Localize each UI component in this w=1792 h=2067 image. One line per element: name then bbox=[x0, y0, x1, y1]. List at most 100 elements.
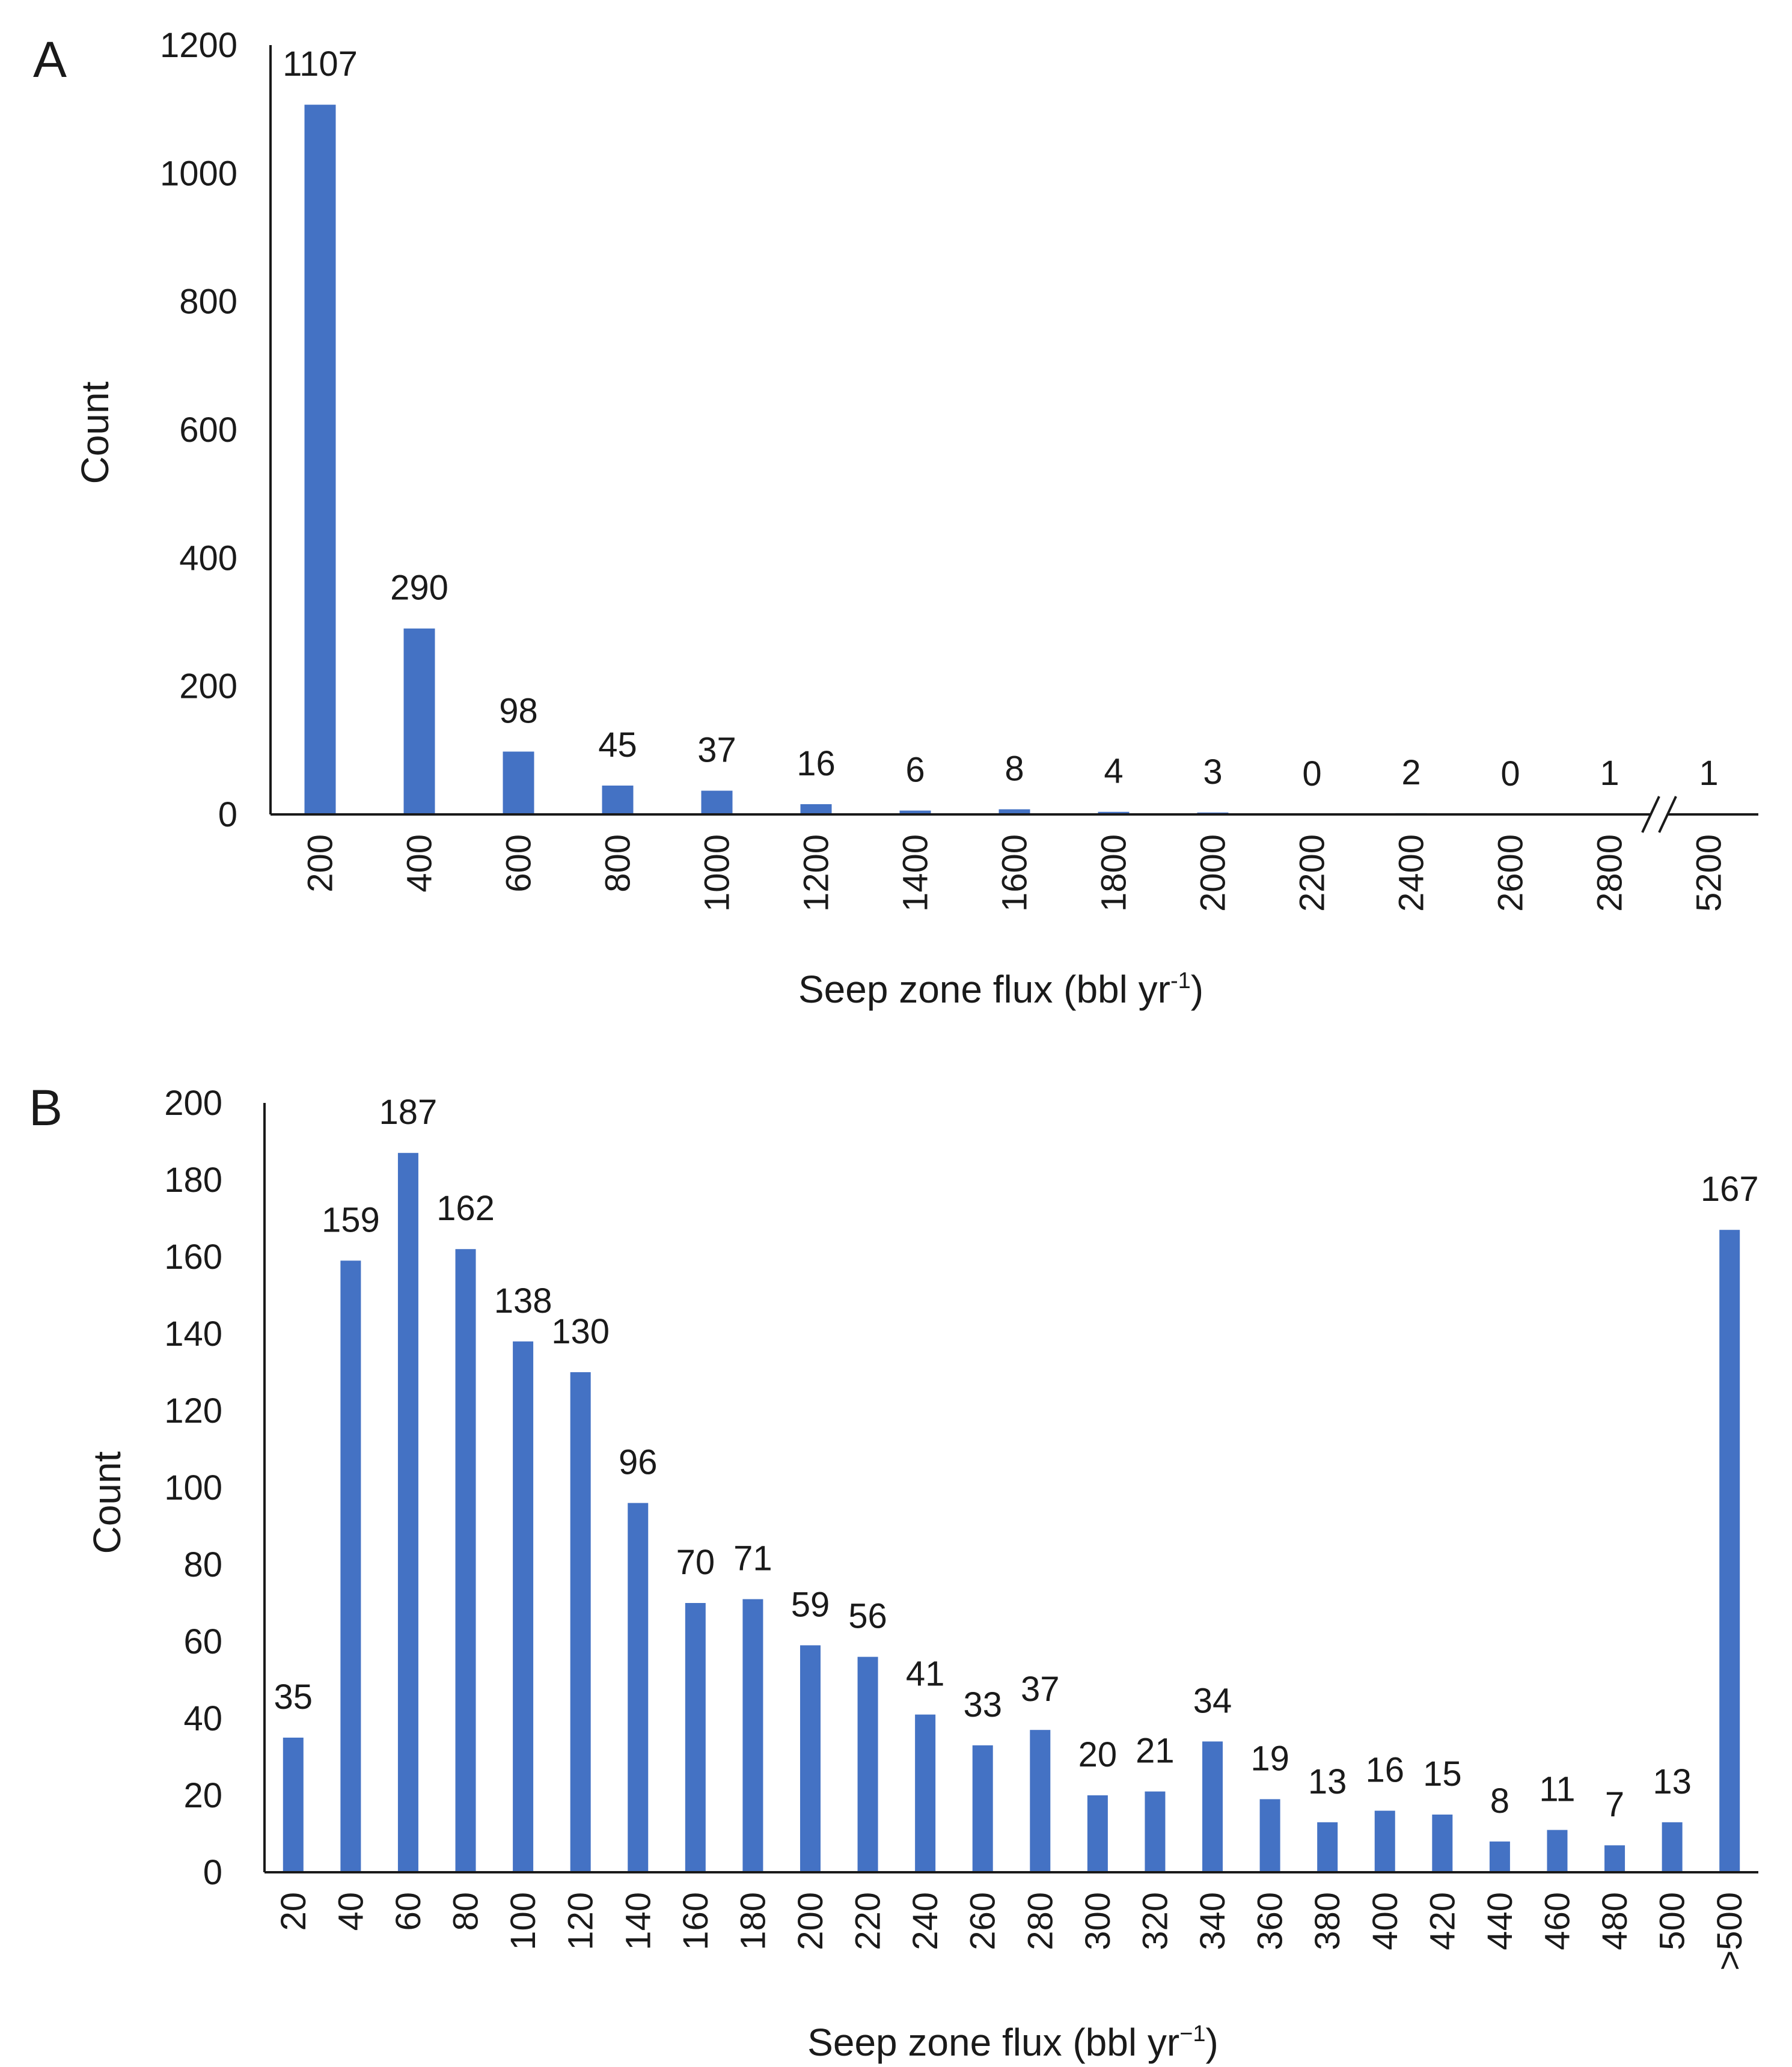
bar-b-140 bbox=[628, 1503, 649, 1872]
data-label-a: 8 bbox=[1005, 749, 1024, 788]
x-tick-label-b: 240 bbox=[906, 1892, 945, 1950]
x-tick-label-b: 220 bbox=[849, 1892, 888, 1950]
x-tick-label-b: 160 bbox=[676, 1892, 715, 1950]
bar-b-240 bbox=[915, 1714, 936, 1872]
data-label-b: 130 bbox=[551, 1312, 610, 1351]
data-label-b: 13 bbox=[1308, 1762, 1347, 1801]
x-tick-label-a: 1600 bbox=[995, 834, 1035, 912]
x-tick-label-b: 80 bbox=[447, 1892, 486, 1931]
y-tick-label-b: 20 bbox=[183, 1776, 222, 1815]
x-tick-label-b: 440 bbox=[1481, 1892, 1520, 1950]
data-label-b: 7 bbox=[1605, 1785, 1624, 1824]
bar-b-400 bbox=[1374, 1810, 1395, 1872]
y-tick-label-b: 40 bbox=[183, 1699, 222, 1738]
data-label-b: 41 bbox=[906, 1655, 945, 1694]
x-tick-label-a: 1400 bbox=[896, 834, 935, 912]
bar-b-20 bbox=[283, 1738, 304, 1872]
bar-b-320 bbox=[1145, 1791, 1166, 1872]
bar-a-1800 bbox=[1098, 811, 1130, 814]
bar-b-80 bbox=[455, 1249, 476, 1872]
data-label-b: 162 bbox=[436, 1189, 495, 1228]
axis-break-mark-2 bbox=[1658, 796, 1677, 833]
x-axis-title-b: Seep zone flux (bbl yr−1) bbox=[807, 2021, 1219, 2064]
bar-a-1400 bbox=[899, 810, 931, 814]
x-tick-label-b: 200 bbox=[791, 1892, 830, 1950]
bar-b-480 bbox=[1604, 1845, 1625, 1872]
x-tick-label-a: 2800 bbox=[1591, 834, 1630, 912]
data-label-b: 34 bbox=[1193, 1681, 1232, 1720]
y-tick-label-b: 140 bbox=[164, 1314, 222, 1354]
bar-a-800 bbox=[602, 786, 634, 814]
x-tick-label-a: 2200 bbox=[1293, 834, 1332, 912]
bar-a-200 bbox=[304, 105, 336, 815]
bar-b-440 bbox=[1489, 1841, 1510, 1872]
x-tick-label-b: 260 bbox=[964, 1892, 1003, 1950]
bar-a-1600 bbox=[998, 809, 1030, 814]
x-tick-label-a: 1200 bbox=[797, 834, 836, 912]
x-tick-label-b: 180 bbox=[733, 1892, 772, 1950]
bar-b-260 bbox=[972, 1745, 993, 1872]
x-axis-title-a: Seep zone flux (bbl yr-1) bbox=[798, 968, 1203, 1011]
axis-break-mark-1 bbox=[1641, 796, 1660, 833]
data-label-a: 1 bbox=[1699, 754, 1718, 793]
x-tick-label-b: 460 bbox=[1538, 1892, 1577, 1950]
chart-panel-a: A Count Seep zone flux (bbl yr-1) 020040… bbox=[33, 26, 1758, 1011]
x-tick-label-a: 800 bbox=[599, 834, 638, 893]
y-tick-label-b: 100 bbox=[164, 1468, 222, 1507]
bar-b-200 bbox=[800, 1645, 821, 1872]
data-label-a: 6 bbox=[905, 751, 925, 790]
bar-b-120 bbox=[570, 1372, 591, 1872]
x-tick-label-b: 40 bbox=[331, 1892, 370, 1931]
bar-b-340 bbox=[1202, 1741, 1223, 1872]
data-label-b: 59 bbox=[791, 1585, 830, 1624]
data-label-b: 187 bbox=[379, 1093, 438, 1132]
x-tick-label-b: 20 bbox=[274, 1892, 313, 1931]
data-label-a: 290 bbox=[390, 569, 448, 608]
data-label-b: 11 bbox=[1539, 1770, 1575, 1809]
x-tick-label-b: 400 bbox=[1366, 1892, 1405, 1950]
x-tick-label-b: 480 bbox=[1595, 1892, 1635, 1950]
data-label-b: 35 bbox=[274, 1678, 313, 1717]
x-axis-title-a-suffix: ) bbox=[1191, 968, 1203, 1011]
x-tick-label-a: 400 bbox=[400, 834, 439, 893]
x-tick-label-a: 2000 bbox=[1194, 834, 1233, 912]
data-label-b: 20 bbox=[1078, 1735, 1118, 1774]
x-tick-label-a: 2600 bbox=[1491, 834, 1531, 912]
data-label-a: 4 bbox=[1104, 752, 1123, 791]
data-label-a: 1107 bbox=[283, 44, 358, 84]
x-tick-label-b: 60 bbox=[389, 1892, 428, 1931]
data-label-b: 167 bbox=[1701, 1170, 1759, 1209]
bar-b-220 bbox=[857, 1656, 878, 1872]
bar-b-160 bbox=[685, 1603, 706, 1872]
x-tick-label-b: 340 bbox=[1193, 1892, 1232, 1950]
x-axis-title-a-sup: -1 bbox=[1170, 968, 1191, 994]
x-tick-label-b: 500 bbox=[1653, 1892, 1692, 1950]
data-label-b: 16 bbox=[1365, 1751, 1404, 1790]
y-tick-label-b: 180 bbox=[164, 1161, 222, 1200]
bar-b-420 bbox=[1432, 1815, 1453, 1872]
bar-b-100 bbox=[513, 1341, 534, 1872]
bar-b-60 bbox=[397, 1153, 418, 1872]
y-tick-label-b: 0 bbox=[203, 1853, 222, 1892]
x-tick-label-a: 1000 bbox=[698, 834, 737, 912]
data-label-a: 98 bbox=[499, 691, 538, 730]
data-label-b: 15 bbox=[1423, 1754, 1462, 1794]
data-label-a: 0 bbox=[1500, 754, 1520, 793]
data-label-b: 159 bbox=[322, 1200, 380, 1239]
y-tick-label-a: 1000 bbox=[160, 154, 237, 193]
x-tick-label-a: 1800 bbox=[1095, 834, 1134, 912]
y-tick-label-b: 60 bbox=[183, 1622, 222, 1661]
data-label-b: 96 bbox=[619, 1443, 658, 1482]
y-tick-label-a: 0 bbox=[218, 795, 237, 834]
data-label-a: 16 bbox=[797, 744, 836, 783]
x-tick-label-a: 2400 bbox=[1392, 834, 1431, 912]
y-axis-title-b: Count bbox=[85, 1451, 129, 1554]
x-tick-label-b: 300 bbox=[1078, 1892, 1118, 1950]
bar-a-400 bbox=[403, 628, 435, 814]
y-tick-label-a: 600 bbox=[179, 411, 237, 450]
bar-b-300 bbox=[1087, 1795, 1108, 1872]
y-tick-label-b: 80 bbox=[183, 1545, 222, 1584]
data-label-a: 45 bbox=[598, 725, 637, 765]
x-axis-title-b-sup: −1 bbox=[1179, 2021, 1205, 2047]
